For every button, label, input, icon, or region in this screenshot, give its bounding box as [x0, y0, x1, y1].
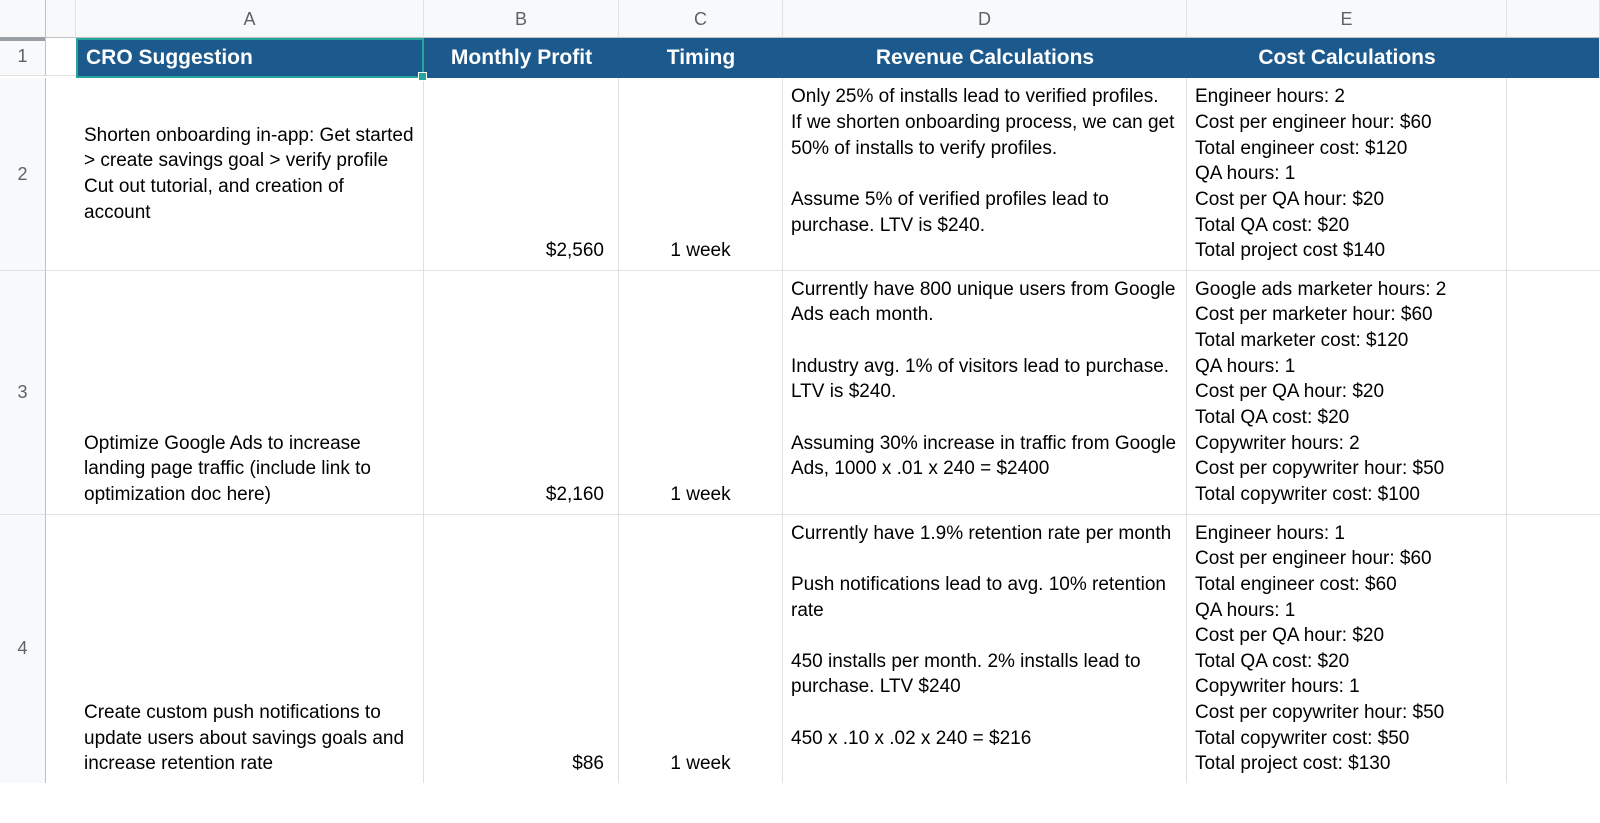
cell-a1[interactable]: CRO Suggestion	[76, 38, 424, 78]
col-header-d[interactable]: D	[783, 0, 1187, 38]
cell-c2-text: 1 week	[670, 238, 730, 264]
row-header-4[interactable]: 4	[0, 515, 46, 783]
cell-b2[interactable]: $2,560	[424, 78, 619, 270]
col-header-overflow	[1507, 0, 1600, 38]
cell-b3[interactable]: $2,160	[424, 271, 619, 515]
cell-a2-text: Shorten onboarding in-app: Get started >…	[84, 123, 415, 226]
cell-d2[interactable]: Only 25% of installs lead to verified pr…	[783, 78, 1187, 270]
cell-d2-text: Only 25% of installs lead to verified pr…	[791, 86, 1180, 235]
cell-b1-text: Monthly Profit	[451, 44, 592, 72]
cell-c1-text: Timing	[667, 44, 735, 72]
cell-d1-text: Revenue Calculations	[876, 44, 1094, 72]
cell-e2[interactable]: Engineer hours: 2 Cost per engineer hour…	[1187, 78, 1507, 270]
cell-e4-text: Engineer hours: 1 Cost per engineer hour…	[1195, 523, 1444, 775]
cell-e1-text: Cost Calculations	[1258, 44, 1435, 72]
col-header-b[interactable]: B	[424, 0, 619, 38]
cell-e4[interactable]: Engineer hours: 1 Cost per engineer hour…	[1187, 515, 1507, 783]
row-header-2[interactable]: 2	[0, 78, 46, 270]
cell-b4-text: $86	[572, 751, 604, 777]
cell-a2[interactable]: Shorten onboarding in-app: Get started >…	[76, 78, 424, 270]
cell-c4[interactable]: 1 week	[619, 515, 783, 783]
cell-d1[interactable]: Revenue Calculations	[783, 38, 1187, 78]
cell-b2-text: $2,560	[546, 238, 604, 264]
cell-d4-text: Currently have 1.9% retention rate per m…	[791, 523, 1171, 749]
col-header-c[interactable]: C	[619, 0, 783, 38]
cell-c3-text: 1 week	[670, 482, 730, 508]
cell-e3[interactable]: Google ads marketer hours: 2 Cost per ma…	[1187, 271, 1507, 515]
cell-b3-text: $2,160	[546, 482, 604, 508]
gutter-1	[46, 38, 76, 76]
cell-e2-text: Engineer hours: 2 Cost per engineer hour…	[1195, 86, 1432, 261]
row-header-1[interactable]: 1	[0, 38, 46, 76]
gutter-3	[46, 271, 76, 515]
select-all-corner[interactable]	[0, 0, 46, 38]
gutter-2	[46, 78, 76, 270]
spreadsheet-grid[interactable]: A B C D E 1 CRO Suggestion Monthly Profi…	[0, 0, 1600, 783]
cell-d4[interactable]: Currently have 1.9% retention rate per m…	[783, 515, 1187, 783]
cell-f2-overflow[interactable]	[1507, 78, 1600, 270]
cell-f4-overflow[interactable]	[1507, 515, 1600, 783]
cell-f3-overflow[interactable]	[1507, 271, 1600, 515]
cell-c3[interactable]: 1 week	[619, 271, 783, 515]
cell-e1[interactable]: Cost Calculations	[1187, 38, 1507, 78]
cell-a1-text: CRO Suggestion	[86, 44, 253, 72]
row-header-3[interactable]: 3	[0, 271, 46, 515]
cell-c1[interactable]: Timing	[619, 38, 783, 78]
cell-a4[interactable]: Create custom push notifications to upda…	[76, 515, 424, 783]
cell-d3-text: Currently have 800 unique users from Goo…	[791, 279, 1180, 479]
cell-f1-overflow[interactable]	[1507, 38, 1600, 78]
cell-c2[interactable]: 1 week	[619, 78, 783, 270]
cell-c4-text: 1 week	[670, 751, 730, 777]
cell-e3-text: Google ads marketer hours: 2 Cost per ma…	[1195, 279, 1446, 505]
cell-a3[interactable]: Optimize Google Ads to increase landing …	[76, 271, 424, 515]
col-gutter	[46, 0, 76, 38]
col-header-e[interactable]: E	[1187, 0, 1507, 38]
cell-a4-text: Create custom push notifications to upda…	[84, 700, 415, 777]
cell-d3[interactable]: Currently have 800 unique users from Goo…	[783, 271, 1187, 515]
cell-b1[interactable]: Monthly Profit	[424, 38, 619, 78]
col-header-a[interactable]: A	[76, 0, 424, 38]
cell-b4[interactable]: $86	[424, 515, 619, 783]
gutter-4	[46, 515, 76, 783]
cell-a3-text: Optimize Google Ads to increase landing …	[84, 431, 415, 508]
